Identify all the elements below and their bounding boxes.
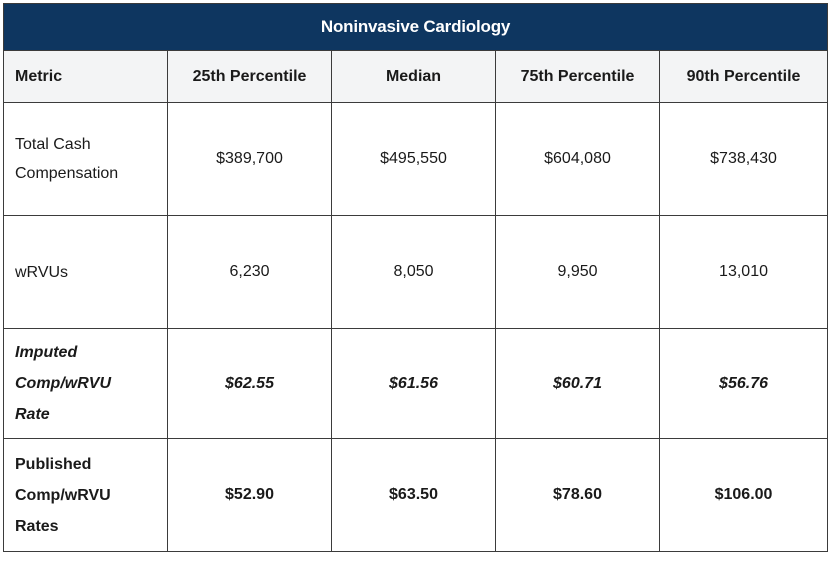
- table-cell: $78.60: [495, 438, 660, 552]
- table-cell: 9,950: [495, 215, 660, 329]
- metric-label-text: wRVUs: [15, 263, 69, 281]
- table-cell: $604,080: [495, 102, 660, 216]
- table-cell: $389,700: [167, 102, 332, 216]
- header-25th-percentile: 25th Percentile: [167, 50, 332, 103]
- header-median: Median: [331, 50, 496, 103]
- table-cell: $52.90: [167, 438, 332, 552]
- table-row-published-rates: Published Comp/wRVU Rates $52.90 $63.50 …: [3, 438, 829, 552]
- table-cell: 6,230: [167, 215, 332, 329]
- table-cell: $60.71: [495, 328, 660, 439]
- header-75th-percentile: 75th Percentile: [495, 50, 660, 103]
- table-cell: $63.50: [331, 438, 496, 552]
- table-row-wrvus: wRVUs 6,230 8,050 9,950 13,010: [3, 215, 829, 329]
- table-cell: $738,430: [658, 102, 829, 216]
- table-title: Noninvasive Cardiology: [2, 3, 829, 51]
- metric-label: wRVUs: [3, 215, 168, 329]
- table-row-total-cash-compensation: Total Cash Compensation $389,700 $495,55…: [3, 102, 829, 216]
- metric-label-text: Published Comp/wRVU Rates: [15, 455, 111, 535]
- table-cell: $106.00: [658, 438, 829, 552]
- metric-label: Imputed Comp/wRVU Rate: [3, 328, 168, 439]
- compensation-table-wrapper: Noninvasive Cardiology Metric 25th Perce…: [2, 3, 829, 552]
- table-cell: $56.76: [658, 328, 829, 439]
- header-row: Metric 25th Percentile Median 75th Perce…: [3, 50, 829, 103]
- table-cell: $62.55: [167, 328, 332, 439]
- compensation-table: Noninvasive Cardiology Metric 25th Perce…: [2, 3, 829, 552]
- header-metric: Metric: [3, 50, 168, 103]
- header-90th-percentile: 90th Percentile: [658, 50, 829, 103]
- table-cell: $495,550: [331, 102, 496, 216]
- metric-label: Published Comp/wRVU Rates: [3, 438, 168, 552]
- metric-label-text: Imputed Comp/wRVU Rate: [15, 344, 111, 423]
- table-cell: 13,010: [658, 215, 829, 329]
- table-row-imputed-rate: Imputed Comp/wRVU Rate $62.55 $61.56 $60…: [3, 328, 829, 439]
- metric-label-text: Total Cash Compensation: [15, 136, 119, 182]
- metric-label: Total Cash Compensation: [3, 102, 168, 216]
- table-cell: $61.56: [331, 328, 496, 439]
- title-row: Noninvasive Cardiology: [2, 3, 829, 51]
- table-cell: 8,050: [331, 215, 496, 329]
